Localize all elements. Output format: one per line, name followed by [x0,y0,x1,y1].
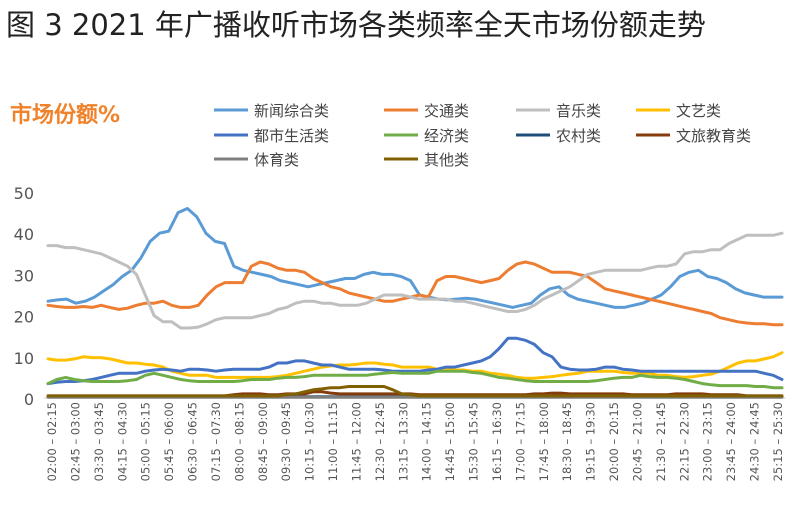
x-tick-label: 03:30 – 03:45 [92,402,106,481]
legend-label-6: 农村类 [556,127,601,145]
x-tick-label: 23:45 – 24:00 [724,402,738,481]
legend-label-3: 文艺类 [676,102,721,120]
x-tick-label: 11:45 – 12:00 [349,402,363,481]
series-line-0 [46,207,784,309]
x-tick-label: 05:00 – 05:15 [139,402,153,481]
chart-title: 市场份额% [10,102,120,128]
y-tick-label: 50 [14,184,34,203]
x-tick-label: 16:15 – 16:30 [490,402,504,481]
legend-label-4: 都市生活类 [254,127,329,145]
x-tick-label: 14:45 – 15:00 [443,402,457,481]
y-tick-label: 20 [14,308,34,327]
x-tick-label: 19:15 – 19:30 [584,402,598,481]
series-line-1 [46,260,784,327]
series-line-4 [46,336,784,386]
y-tick-label: 30 [14,266,34,285]
x-tick-label: 22:15 – 22:30 [677,402,691,481]
y-axis: 0 10 20 30 40 50 [14,184,34,409]
x-tick-label: 24:30 – 24:45 [748,402,762,481]
x-tick-label: 20:45 – 21:00 [630,402,644,481]
series-line-9 [46,385,784,398]
x-tick-label: 11:00 – 11:15 [326,402,340,481]
legend-label-0: 新闻综合类 [254,102,329,120]
x-tick-label: 25:15 – 25:30 [771,402,785,481]
legend-label-7: 文旅教育类 [676,127,751,145]
x-tick-label: 04:15 – 04:30 [115,402,129,481]
x-tick-label: 14:00 – 14:15 [420,402,434,481]
x-tick-label: 02:45 – 03:00 [68,402,82,481]
x-tick-label: 23:00 – 23:15 [701,402,715,481]
x-tick-label: 13:15 – 13:30 [396,402,410,481]
x-tick-label: 21:30 – 21:45 [654,402,668,481]
x-tick-label: 18:30 – 18:45 [560,402,574,481]
y-tick-label: 40 [14,225,34,244]
x-tick-label: 12:30 – 12:45 [373,402,387,481]
x-tick-label: 06:30 – 06:45 [186,402,200,481]
x-tick-label: 05:45 – 06:00 [162,402,176,481]
x-tick-label: 17:45 – 18:00 [537,402,551,481]
figure-title: 图 3 2021 年广播收听市场各类频率全天市场份额走势 [6,8,706,42]
x-tick-label: 10:15 – 10:30 [303,402,317,481]
plot-area [46,207,784,399]
x-tick-label: 02:00 – 02:15 [45,402,59,481]
series-line-2 [46,231,784,330]
legend-label-2: 音乐类 [556,102,601,120]
x-tick-label: 20:00 – 20:15 [607,402,621,481]
x-tick-label: 15:30 – 15:45 [467,402,481,481]
x-tick-label: 09:30 – 09:45 [279,402,293,481]
x-tick-label: 08:45 – 09:00 [256,402,270,481]
legend-label-9: 其他类 [424,151,469,169]
x-axis: 02:00 – 02:15 02:45 – 03:00 03:30 – 03:45 0… [44,397,786,481]
x-tick-label: 07:15 – 07:30 [209,402,223,481]
x-tick-label: 08:00 – 08:15 [232,402,246,481]
legend-label-1: 交通类 [424,102,469,120]
y-tick-label: 0 [24,390,34,409]
x-tick-label: 17:00 – 17:15 [513,402,527,481]
series-line-5 [46,369,784,390]
legend-label-5: 经济类 [424,127,469,145]
legend-label-8: 体育类 [254,151,299,169]
y-tick-label: 10 [14,349,34,368]
